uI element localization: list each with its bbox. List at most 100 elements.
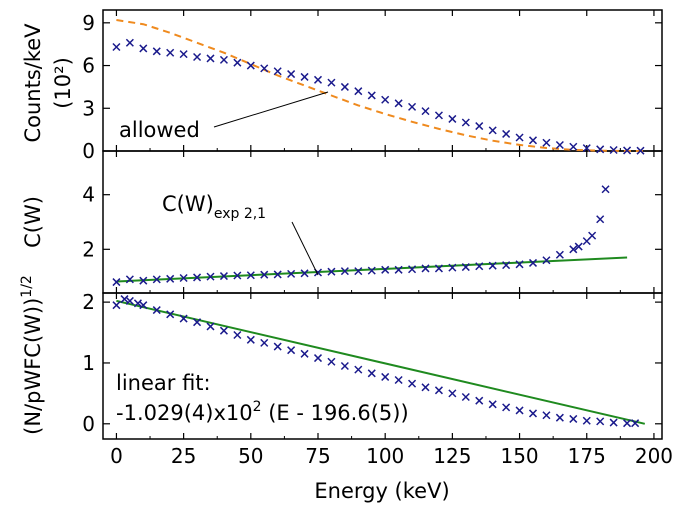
data-point-1-18 — [354, 267, 363, 276]
data-point-2-15 — [287, 346, 296, 355]
x-tick-label-100: 100 — [366, 444, 404, 468]
data-point-1-16 — [327, 267, 336, 276]
data-point-2-8 — [193, 318, 202, 327]
data-point-1-5 — [179, 273, 188, 283]
data-point-1-31 — [528, 258, 538, 267]
data-point-2-24 — [408, 379, 417, 388]
data-point-2-22 — [381, 372, 390, 381]
data-point-2-14 — [273, 342, 282, 351]
data-point-2-35 — [555, 413, 564, 422]
data-point-2-31 — [502, 403, 511, 412]
data-point-2-3 — [133, 299, 142, 308]
cw-fit-annotation: C(W)exp 2,1 — [162, 192, 266, 222]
data-point-2-26 — [434, 386, 443, 395]
data-point-1-7 — [206, 272, 215, 281]
data-point-1-6 — [193, 273, 202, 282]
data-point-1-8 — [219, 272, 228, 281]
bottom-y-axis-label-main: (N/pWFC(W)) — [21, 298, 45, 435]
data-point-1-38 — [596, 215, 605, 224]
data-point-0-3 — [152, 47, 161, 56]
x-tick-label-150: 150 — [500, 444, 538, 468]
x-tick-label-125: 125 — [433, 444, 471, 468]
data-point-2-27 — [448, 389, 457, 398]
data-point-1-23 — [421, 264, 430, 273]
data-point-1-37 — [588, 231, 597, 240]
y-tick-label-0-9: 9 — [82, 11, 95, 35]
data-point-0-33 — [555, 140, 564, 150]
linear-fit-coef: -1.029(4)x10 — [116, 401, 253, 425]
data-point-2-16 — [300, 349, 309, 358]
data-point-2-25 — [421, 383, 430, 392]
y-tick-label-2-2: 2 — [82, 290, 95, 314]
data-point-1-10 — [246, 271, 255, 280]
data-point-2-38 — [596, 417, 605, 426]
data-markers — [112, 38, 645, 428]
data-point-0-39 — [636, 146, 645, 155]
data-point-0-28 — [488, 126, 497, 135]
x-tick-label-25: 25 — [171, 444, 196, 468]
data-point-1-20 — [381, 265, 390, 274]
data-point-0-29 — [502, 129, 511, 138]
data-point-0-7 — [206, 54, 215, 63]
data-point-0-31 — [528, 136, 538, 145]
data-point-2-30 — [488, 400, 497, 409]
data-point-2-32 — [515, 406, 524, 415]
data-point-1-17 — [340, 267, 349, 276]
linear-fit-rest: (E - 196.6(5)) — [262, 401, 409, 425]
data-point-0-0 — [112, 42, 121, 52]
data-point-0-16 — [327, 78, 336, 87]
data-point-1-25 — [448, 263, 457, 272]
data-point-2-28 — [461, 392, 470, 402]
data-point-1-3 — [152, 275, 161, 284]
data-point-1-19 — [367, 266, 376, 275]
y-tick-label-2-0: 0 — [82, 412, 95, 436]
data-point-1-30 — [515, 260, 524, 269]
data-point-1-14 — [300, 269, 309, 278]
linear-fit-line — [116, 299, 646, 425]
linear-fit-exp: 2 — [253, 399, 262, 415]
data-point-0-37 — [609, 145, 618, 155]
data-point-2-9 — [206, 322, 215, 331]
curves — [116, 19, 646, 425]
data-point-0-18 — [354, 87, 363, 96]
x-tick-label-75: 75 — [305, 444, 330, 468]
x-tick-label-175: 175 — [568, 444, 606, 468]
y-tick-label-2-1: 1 — [82, 351, 95, 375]
data-point-2-33 — [528, 409, 538, 418]
data-point-2-34 — [542, 411, 551, 420]
bottom-panel-frame — [102, 292, 663, 440]
data-point-2-39 — [609, 418, 618, 427]
data-point-0-34 — [569, 142, 578, 151]
cw-fit-annotation-main: C(W) — [162, 192, 214, 216]
data-point-0-14 — [300, 72, 309, 81]
data-point-0-4 — [166, 48, 175, 57]
x-axis-label: Energy (keV) — [314, 479, 449, 503]
data-point-2-13 — [260, 338, 269, 347]
data-point-2-2 — [125, 296, 134, 305]
data-point-0-24 — [434, 111, 443, 120]
allowed-leader-line — [213, 91, 329, 128]
y-tick-label-0-0: 0 — [82, 139, 95, 163]
data-point-1-0 — [112, 278, 121, 287]
cw-fit-annotation-sub: exp 2,1 — [214, 206, 266, 222]
y-tick-label-0-6: 6 — [82, 54, 95, 78]
data-point-2-20 — [354, 365, 363, 374]
top-y-axis-label: Counts/keV — [21, 23, 45, 143]
cw-fit-line — [116, 256, 628, 283]
data-point-1-33 — [555, 250, 564, 259]
data-point-2-36 — [569, 414, 578, 423]
x-tick-label-50: 50 — [238, 444, 263, 468]
data-point-1-32 — [542, 256, 551, 265]
data-point-2-29 — [475, 396, 484, 405]
data-point-0-36 — [596, 145, 605, 154]
data-point-0-25 — [448, 114, 457, 123]
data-point-0-19 — [367, 91, 376, 100]
data-point-0-11 — [260, 64, 269, 73]
data-point-1-39 — [601, 185, 610, 194]
data-point-1-11 — [260, 270, 269, 279]
bottom-y-axis-label: (N/pWFC(W))1/2 — [19, 275, 45, 435]
data-point-2-23 — [394, 375, 403, 385]
data-point-0-1 — [125, 38, 134, 47]
data-point-2-11 — [233, 330, 242, 340]
data-point-0-35 — [582, 144, 591, 153]
